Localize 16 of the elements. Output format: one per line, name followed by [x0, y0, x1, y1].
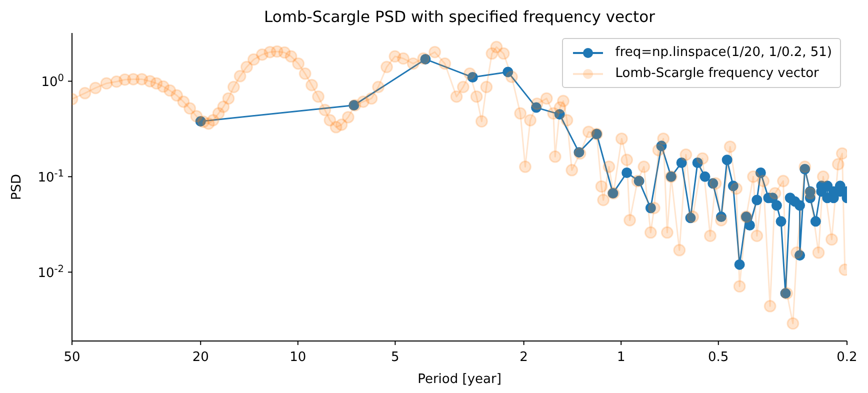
x-tick-label: 2	[520, 350, 528, 365]
x-tick-label: 50	[64, 350, 80, 365]
x-tick-label: 0.2	[836, 350, 858, 365]
y-tick-label: 10$^{0}$	[41, 72, 64, 90]
y-axis-title: PSD	[10, 174, 25, 200]
x-tick-label: 10	[290, 350, 306, 365]
x-tick-label: 20	[192, 350, 209, 365]
legend-label: freq=np.linspace(1/20, 1/0.2, 51)	[615, 45, 832, 60]
chart-title: Lomb-Scargle PSD with specified frequency vector	[263, 8, 656, 26]
y-tick-label: 10$^{-1}$	[38, 168, 64, 186]
x-tick-label: 1	[616, 350, 626, 365]
x-axis-title: Period [year]	[418, 372, 502, 387]
x-tick-label: 5	[391, 350, 400, 365]
legend-label: Lomb-Scargle frequency vector	[615, 66, 819, 81]
y-tick-label: 10$^{-2}$	[38, 264, 64, 282]
x-tick-label: 0.5	[708, 350, 729, 365]
